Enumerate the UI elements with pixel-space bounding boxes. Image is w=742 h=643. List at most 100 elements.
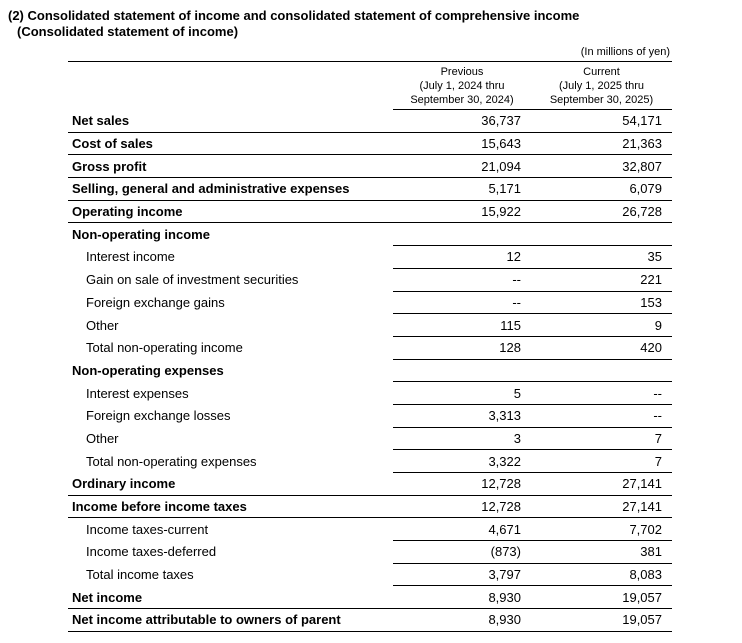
table-row: Total income taxes 3,797 8,083 <box>68 563 672 587</box>
income-statement-table: Previous (July 1, 2024 thru September 30… <box>68 61 672 632</box>
row-label: Foreign exchange losses <box>86 408 231 424</box>
value-previous: 3,797 <box>393 563 531 587</box>
value-current: 420 <box>531 336 672 360</box>
table-row: Net income attributable to owners of par… <box>68 608 672 632</box>
value-current: 21,363 <box>531 132 672 156</box>
row-label: Total non-operating expenses <box>86 453 257 469</box>
row-label: Income taxes-deferred <box>86 544 217 560</box>
value-previous: 3,313 <box>393 404 531 428</box>
title-line-2: (Consolidated statement of income) <box>17 24 239 39</box>
table-row: Gross profit 21,094 32,807 <box>68 154 672 179</box>
table-row: Selling, general and administrative expe… <box>68 177 672 201</box>
table-row: Net income 8,930 19,057 <box>68 585 672 610</box>
table-row: Total non-operating income 128 420 <box>68 336 672 360</box>
value-previous: 3,322 <box>393 449 531 473</box>
value-previous: -- <box>393 268 531 292</box>
value-current: 6,079 <box>531 177 672 201</box>
table-row: Income taxes-current 4,671 7,702 <box>68 517 672 542</box>
value-previous: 8,930 <box>393 608 531 632</box>
value-current: 381 <box>531 540 672 564</box>
column-header-previous: Previous (July 1, 2024 thru September 30… <box>393 61 531 110</box>
table-row: Foreign exchange losses 3,313 -- <box>68 404 672 428</box>
value-previous <box>393 359 531 383</box>
value-current: 35 <box>531 245 672 269</box>
row-label: Interest income <box>86 249 175 265</box>
header-spacer <box>68 62 393 110</box>
table-row: Ordinary income 12,728 27,141 <box>68 472 672 496</box>
value-previous: 5,171 <box>393 177 531 201</box>
value-current: -- <box>531 404 672 428</box>
value-previous: 15,922 <box>393 200 531 224</box>
row-label: Cost of sales <box>68 132 393 156</box>
value-previous: (873) <box>393 540 531 564</box>
row-label: Income taxes-current <box>86 521 209 537</box>
document-title: (2) Consolidated statement of income and… <box>8 8 742 40</box>
table-row: Net sales 36,737 54,171 <box>68 109 672 133</box>
statement-table-area: (In millions of yen) Previous (July 1, 2… <box>68 46 672 632</box>
value-current <box>531 222 672 247</box>
column-name-previous: Previous <box>440 66 484 78</box>
table-row: Other 3 7 <box>68 427 672 451</box>
value-current: -- <box>531 381 672 405</box>
value-current: 26,728 <box>531 200 672 224</box>
value-current: 54,171 <box>531 109 672 133</box>
row-label: Gain on sale of investment securities <box>86 272 299 288</box>
row-label: Total income taxes <box>86 567 194 583</box>
value-previous <box>393 222 531 247</box>
row-label: Net income attributable to owners of par… <box>68 608 393 632</box>
table-row: Interest expenses 5 -- <box>68 381 672 405</box>
table-row: Income taxes-deferred (873) 381 <box>68 540 672 564</box>
column-header-current: Current (July 1, 2025 thru September 30,… <box>531 61 672 110</box>
value-current: 27,141 <box>531 495 672 519</box>
value-current: 153 <box>531 291 672 315</box>
value-previous: 12,728 <box>393 472 531 496</box>
value-previous: 128 <box>393 336 531 360</box>
value-previous: 115 <box>393 313 531 337</box>
column-period-previous-line1: (July 1, 2024 thru <box>419 80 505 92</box>
table-row: Income before income taxes 12,728 27,141 <box>68 495 672 519</box>
title-line-1: (2) Consolidated statement of income and… <box>8 8 580 23</box>
row-label: Net income <box>68 585 393 610</box>
value-current: 27,141 <box>531 472 672 496</box>
value-previous: -- <box>393 291 531 315</box>
value-previous: 36,737 <box>393 109 531 133</box>
value-current <box>531 359 672 383</box>
row-label: Interest expenses <box>86 385 189 401</box>
table-row: Operating income 15,922 26,728 <box>68 200 672 224</box>
table-row: Gain on sale of investment securities -- 2… <box>68 268 672 292</box>
column-period-current-line1: (July 1, 2025 thru <box>559 80 644 92</box>
value-previous: 3 <box>393 427 531 451</box>
row-label: Total non-operating income <box>86 340 243 356</box>
row-label: Income before income taxes <box>68 495 393 519</box>
value-previous: 8,930 <box>393 585 531 610</box>
table-row: Total non-operating expenses 3,322 7 <box>68 449 672 473</box>
value-current: 7,702 <box>531 517 672 542</box>
value-current: 9 <box>531 313 672 337</box>
value-current: 32,807 <box>531 154 672 179</box>
value-previous: 15,643 <box>393 132 531 156</box>
table-row: Foreign exchange gains -- 153 <box>68 291 672 315</box>
row-label: Ordinary income <box>68 472 393 496</box>
value-previous: 4,671 <box>393 517 531 542</box>
header-row: Previous (July 1, 2024 thru September 30… <box>68 61 672 110</box>
row-label: Other <box>86 317 119 333</box>
value-current: 7 <box>531 449 672 473</box>
value-previous: 5 <box>393 381 531 405</box>
row-label: Gross profit <box>68 154 393 179</box>
value-current: 19,057 <box>531 585 672 610</box>
row-label: Other <box>86 430 119 446</box>
table-row: Interest income 12 35 <box>68 245 672 269</box>
value-current: 221 <box>531 268 672 292</box>
row-label: Selling, general and administrative expe… <box>68 177 393 201</box>
table-row: Non-operating income <box>68 222 672 247</box>
value-previous: 21,094 <box>393 154 531 179</box>
row-label: Non-operating income <box>72 227 210 243</box>
row-label: Non-operating expenses <box>72 362 224 378</box>
value-previous: 12,728 <box>393 495 531 519</box>
value-current: 7 <box>531 427 672 451</box>
value-previous: 12 <box>393 245 531 269</box>
column-period-previous-line2: September 30, 2024) <box>410 94 514 106</box>
value-current: 19,057 <box>531 608 672 632</box>
value-current: 8,083 <box>531 563 672 587</box>
